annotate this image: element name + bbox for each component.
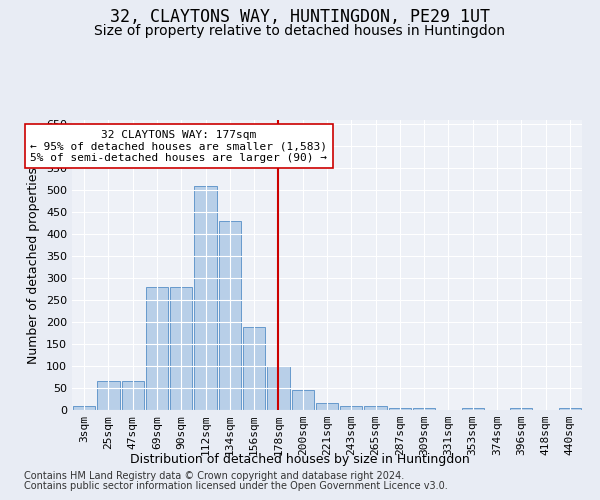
Bar (267, 366, 290, 410)
Bar (97, 382, 119, 410)
Y-axis label: Number of detached properties: Number of detached properties (28, 166, 40, 364)
Bar (461, 408, 484, 410)
Bar (413, 408, 436, 410)
Text: Size of property relative to detached houses in Huntingdon: Size of property relative to detached ho… (95, 24, 505, 38)
Text: Distribution of detached houses by size in Huntingdon: Distribution of detached houses by size … (130, 452, 470, 466)
Bar (170, 287, 193, 410)
Bar (146, 287, 168, 410)
Bar (389, 408, 411, 410)
Bar (559, 408, 581, 410)
Bar (218, 221, 241, 410)
Bar (243, 326, 265, 410)
Text: 32, CLAYTONS WAY, HUNTINGDON, PE29 1UT: 32, CLAYTONS WAY, HUNTINGDON, PE29 1UT (110, 8, 490, 26)
Text: Contains HM Land Registry data © Crown copyright and database right 2024.: Contains HM Land Registry data © Crown c… (24, 471, 404, 481)
Text: Contains public sector information licensed under the Open Government Licence v3: Contains public sector information licen… (24, 481, 448, 491)
Bar (316, 404, 338, 410)
Bar (292, 390, 314, 410)
Bar (364, 406, 387, 410)
Bar (194, 186, 217, 410)
Text: 32 CLAYTONS WAY: 177sqm
← 95% of detached houses are smaller (1,583)
5% of semi-: 32 CLAYTONS WAY: 177sqm ← 95% of detache… (31, 130, 328, 163)
Bar (340, 406, 362, 410)
Bar (122, 382, 144, 410)
Bar (510, 408, 532, 410)
Bar (73, 406, 95, 410)
